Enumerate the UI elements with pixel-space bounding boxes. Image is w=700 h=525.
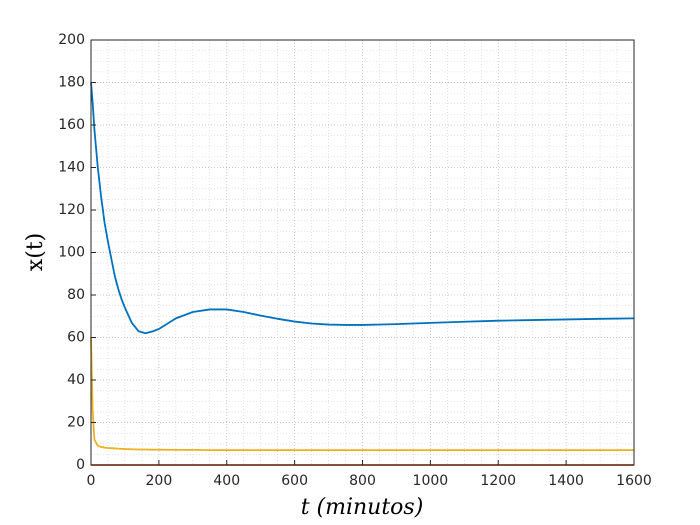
y-tick-label: 180 <box>58 75 85 91</box>
y-tick-label: 140 <box>58 160 85 176</box>
x-tick-label: 800 <box>349 473 376 489</box>
x-tick-label: 1200 <box>480 473 516 489</box>
y-tick-label: 20 <box>67 415 85 431</box>
y-tick-label: 200 <box>58 32 85 48</box>
x-axis-label: t (minutos) <box>301 495 424 520</box>
y-tick-label: 40 <box>67 372 85 388</box>
x-tick-label: 1600 <box>616 473 652 489</box>
y-tick-label: 60 <box>67 330 85 346</box>
data-line <box>90 337 634 452</box>
y-tick-label: 100 <box>58 245 85 261</box>
y-tick-label: 80 <box>67 287 85 303</box>
x-tick-label: 400 <box>213 473 240 489</box>
x-tick-label: 200 <box>146 473 173 489</box>
y-tick-label: 0 <box>76 457 85 473</box>
y-axis-label: x(t) <box>23 233 48 271</box>
x-tick-label: 600 <box>281 473 308 489</box>
x-tick-label: 0 <box>87 473 96 489</box>
y-tick-label: 120 <box>58 202 85 218</box>
x-tick-label: 1400 <box>548 473 584 489</box>
y-tick-label: 160 <box>58 117 85 133</box>
x-tick-label: 1000 <box>413 473 449 489</box>
data-line <box>90 82 635 335</box>
